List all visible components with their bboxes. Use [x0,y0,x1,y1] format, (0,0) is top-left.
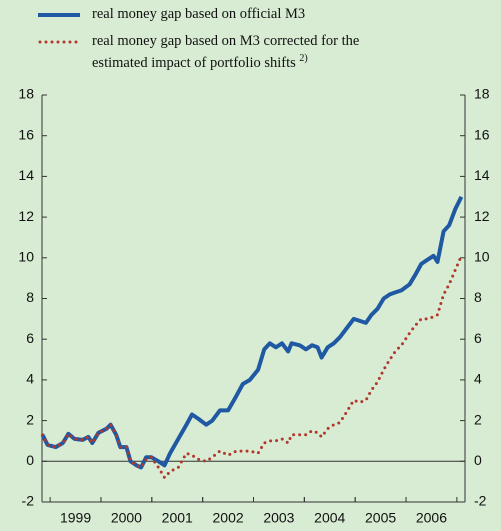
y-tick-label: 12 [18,208,34,224]
y2-tick-label: 18 [474,86,490,102]
legend-label: real money gap based on official M3 [92,6,306,22]
y2-tick-label: 16 [474,126,490,142]
series-line [40,195,464,470]
y-tick-label: 4 [26,371,34,387]
y-tick-label: 18 [18,86,34,102]
y2-tick-label: 14 [474,167,490,183]
y-tick-label: 8 [26,289,34,305]
y-tick-label: 14 [18,167,34,183]
x-tick-label: 2006 [416,510,447,526]
y2-tick-label: 6 [474,330,482,346]
y-tick-label: 6 [26,330,34,346]
x-tick-label: 2001 [162,510,193,526]
y2-tick-label: 8 [474,289,482,305]
y2-tick-label: -2 [474,493,487,509]
y2-tick-label: 4 [474,371,482,387]
x-tick-label: 2000 [111,510,142,526]
x-tick-label: 2002 [213,510,244,526]
footnote: 2) [299,53,308,64]
legend-label: real money gap based on M3 corrected for… [92,33,392,72]
y2-tick-label: 2 [474,411,482,427]
y2-tick-label: 12 [474,208,490,224]
y-tick-label: -2 [22,493,35,509]
y-tick-label: 2 [26,411,34,427]
y-tick-label: 0 [26,452,34,468]
x-tick-label: 2003 [263,510,294,526]
y-tick-label: 10 [18,249,34,265]
x-tick-label: 2004 [314,510,345,526]
x-tick-label: 2005 [365,510,396,526]
series-line [41,254,463,480]
y2-tick-label: 10 [474,249,490,265]
x-tick-label: 1999 [60,510,91,526]
legend-text: real money gap based on M3 corrected for… [92,33,360,71]
y-tick-label: 16 [18,126,34,142]
y2-tick-label: 0 [474,452,482,468]
